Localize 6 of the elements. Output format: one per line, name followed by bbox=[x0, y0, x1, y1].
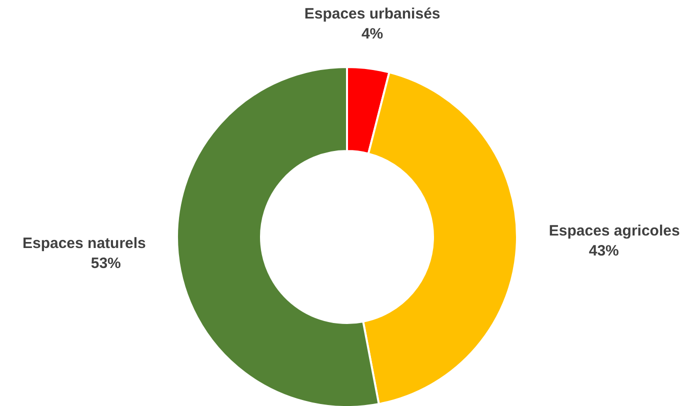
slice-label: Espaces naturels bbox=[22, 235, 146, 252]
data-label: 53% bbox=[90, 255, 121, 272]
data-label: 43% bbox=[588, 242, 619, 260]
slice-label: Espaces agricoles bbox=[548, 222, 680, 240]
data-label: 4% bbox=[361, 26, 384, 43]
slice-label: Espaces urbanisés bbox=[304, 6, 440, 23]
